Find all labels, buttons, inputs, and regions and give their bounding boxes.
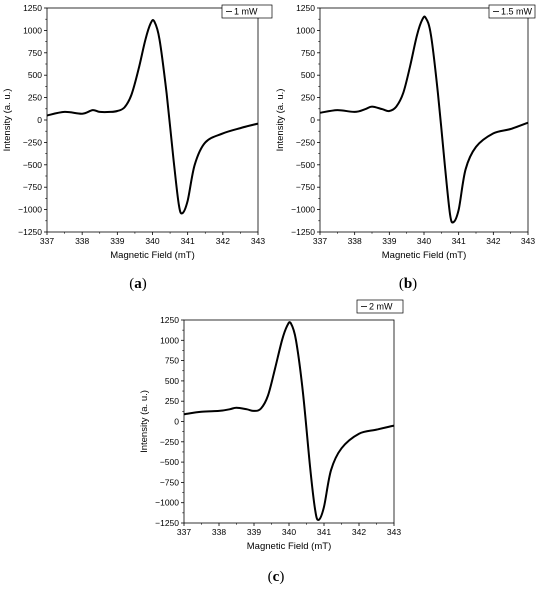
y-tick-label: 500: [301, 70, 315, 80]
x-tick-label: 343: [521, 236, 535, 246]
panel-caption: (b): [399, 276, 417, 292]
x-tick-label: 338: [212, 527, 226, 537]
plot-frame: [46, 7, 259, 233]
x-tick-label: 340: [145, 236, 159, 246]
legend-box: [221, 4, 273, 19]
x-tick-label: 342: [486, 236, 500, 246]
y-axis-title: Intensity (a. u.): [275, 89, 286, 152]
chart-panel-a: 337 338 339 340 341 342 343 −1250 −1000 −750 −500 −…: [2, 3, 273, 292]
caption-letter: c: [273, 569, 280, 585]
x-tick-label: 340: [282, 527, 296, 537]
x-tick-label: 341: [181, 236, 195, 246]
y-tick-label: 500: [165, 376, 179, 386]
y-tick-label: 250: [28, 93, 42, 103]
legend-box: [488, 4, 536, 19]
y-tick-label: −250: [296, 137, 315, 147]
y-tick-label: −1250: [291, 227, 315, 237]
legend-label: 2 mW: [369, 302, 393, 312]
y-tick-label: −1250: [155, 518, 179, 528]
x-tick-label: 337: [40, 236, 54, 246]
y-tick-label: 1250: [160, 315, 179, 325]
y-tick-label: 500: [28, 70, 42, 80]
legend: 1.5 mW: [488, 4, 536, 19]
caption-letter: b: [404, 276, 412, 292]
legend: 1 mW: [221, 4, 273, 19]
x-tick-label: 338: [348, 236, 362, 246]
legend-label: 1 mW: [234, 7, 258, 17]
y-tick-label: 750: [165, 356, 179, 366]
y-tick-label: 250: [165, 396, 179, 406]
x-axis-title: Magnetic Field (mT): [247, 541, 331, 552]
legend-label: 1.5 mW: [501, 7, 533, 17]
series-line: [319, 15, 529, 224]
series-line: [46, 19, 259, 215]
x-tick-label: 339: [110, 236, 124, 246]
series-line: [183, 321, 395, 521]
y-tick-label: −1000: [291, 205, 315, 215]
x-axis-title: Magnetic Field (mT): [382, 250, 466, 261]
x-tick-label: 339: [247, 527, 261, 537]
y-tick-label: 750: [301, 48, 315, 58]
y-tick-label: 0: [37, 115, 42, 125]
y-tick-label: −750: [160, 477, 179, 487]
x-tick-label: 341: [452, 236, 466, 246]
x-tick-label: 340: [417, 236, 431, 246]
y-tick-label: 1000: [296, 25, 315, 35]
y-tick-label: 1000: [23, 25, 42, 35]
y-tick-label: 0: [174, 417, 179, 427]
legend-box: [356, 299, 404, 314]
y-tick-label: 0: [310, 115, 315, 125]
x-axis-title: Magnetic Field (mT): [110, 250, 194, 261]
legend: 2 mW: [356, 299, 404, 314]
x-tick-label: 339: [382, 236, 396, 246]
y-tick-label: −500: [296, 160, 315, 170]
y-tick-label: 250: [301, 93, 315, 103]
y-tick-label: −1000: [18, 205, 42, 215]
x-tick-label: 342: [352, 527, 366, 537]
x-tick-label: 343: [387, 527, 401, 537]
y-tick-label: −500: [23, 160, 42, 170]
x-tick-label: 337: [177, 527, 191, 537]
y-axis-title: Intensity (a. u.): [139, 390, 150, 453]
y-tick-label: −750: [23, 182, 42, 192]
plot-frame: [319, 7, 529, 233]
panel-caption: (a): [129, 276, 147, 292]
x-tick-label: 341: [317, 527, 331, 537]
y-tick-label: −1000: [155, 498, 179, 508]
y-tick-label: 1250: [23, 3, 42, 13]
y-tick-label: 750: [28, 48, 42, 58]
y-axis-title: Intensity (a. u.): [2, 89, 13, 152]
x-tick-label: 342: [216, 236, 230, 246]
y-tick-label: −750: [296, 182, 315, 192]
y-tick-label: −250: [160, 437, 179, 447]
y-tick-label: −250: [23, 137, 42, 147]
y-tick-label: −500: [160, 457, 179, 467]
y-tick-label: 1250: [296, 3, 315, 13]
x-tick-label: 337: [313, 236, 327, 246]
caption-letter: a: [134, 276, 142, 292]
plot-frame: [183, 319, 395, 524]
panel-caption: (c): [268, 569, 285, 585]
x-tick-label: 338: [75, 236, 89, 246]
chart-panel-c: 337 338 339 340 341 342 343 −1250 −1000 −750 −500 −…: [139, 299, 404, 585]
y-tick-label: −1250: [18, 227, 42, 237]
chart-panel-b: 337 338 339 340 341 342 343 −1250 −1000 −750 −500 −…: [275, 3, 535, 292]
y-tick-label: 1000: [160, 335, 179, 345]
x-tick-label: 343: [251, 236, 265, 246]
